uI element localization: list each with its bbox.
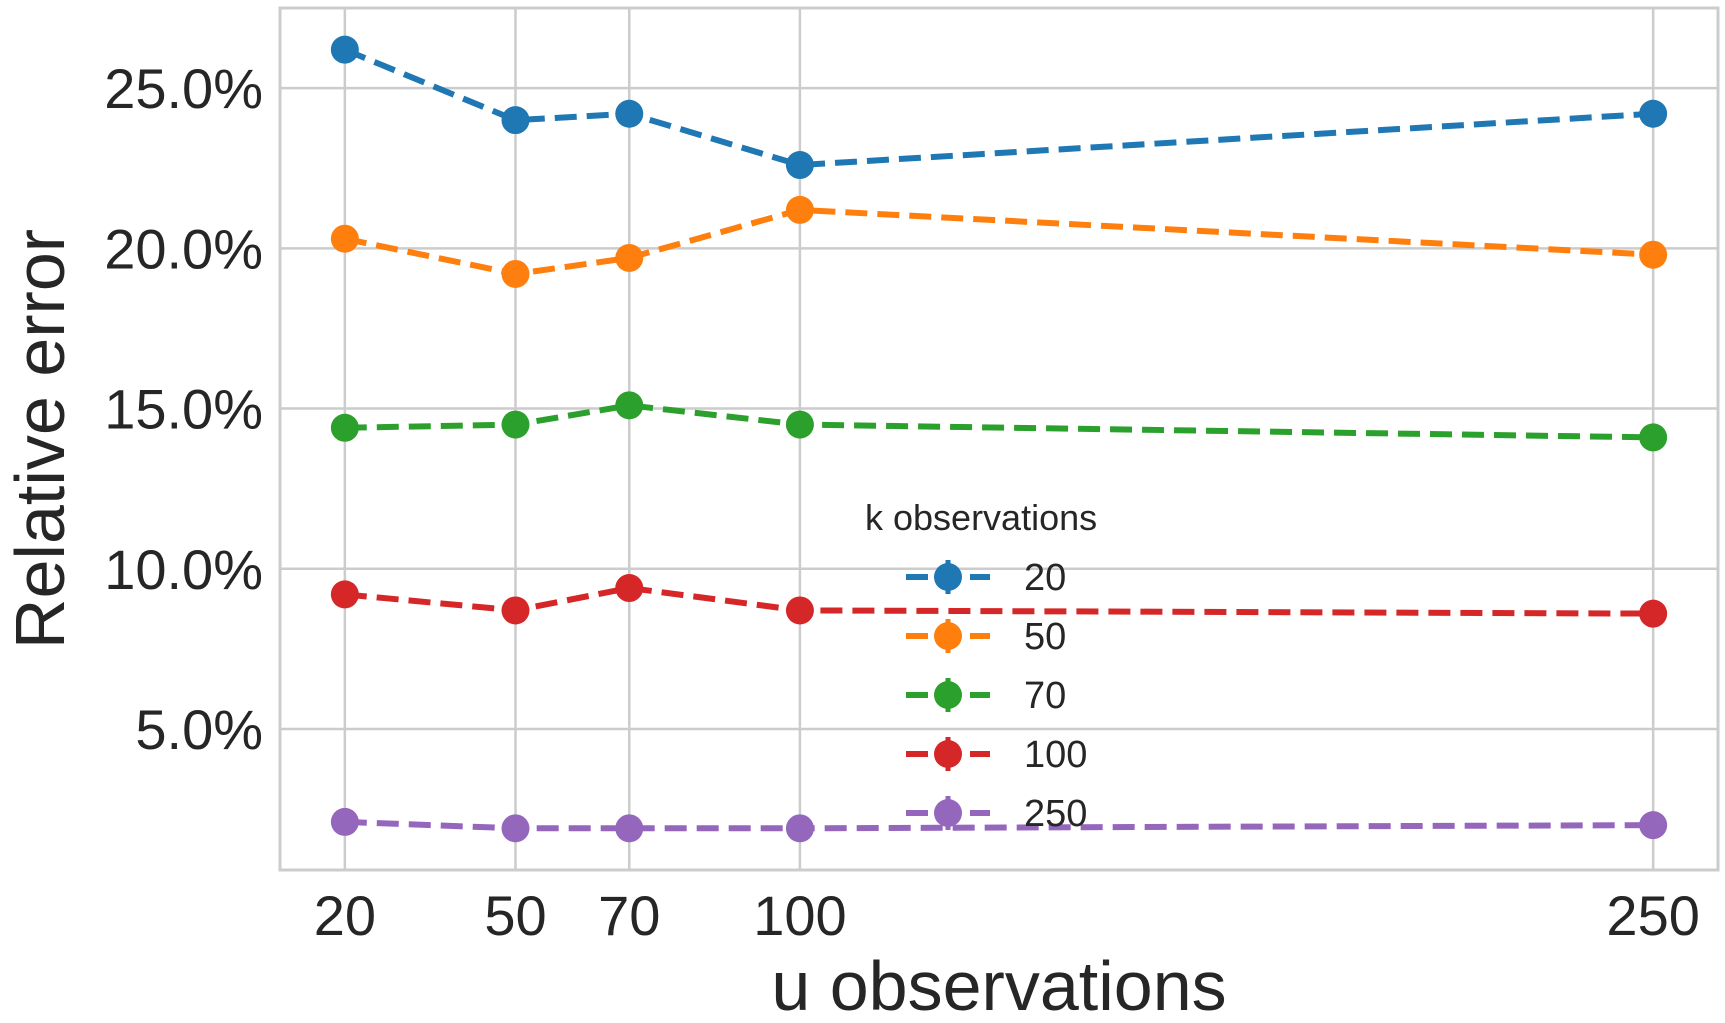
- data-point-100: [785, 596, 814, 625]
- legend-label: 100: [1024, 734, 1087, 776]
- y-tick-label: 10.0%: [104, 538, 263, 601]
- data-point-50: [785, 195, 814, 224]
- legend-marker: [934, 681, 962, 709]
- data-point-50: [501, 259, 530, 288]
- y-axis-label: Relative error: [1, 229, 79, 649]
- legend-title: k observations: [865, 497, 1097, 538]
- x-axis-label: u observations: [771, 947, 1226, 1023]
- series-70: [330, 391, 1668, 452]
- data-point-50: [330, 224, 359, 253]
- legend-item-50: 50: [906, 616, 1066, 658]
- legend-marker: [934, 622, 962, 650]
- y-tick-label: 5.0%: [135, 698, 263, 761]
- data-point-20: [785, 151, 814, 180]
- legend-label: 70: [1024, 675, 1066, 717]
- series-line-100: [344, 585, 1654, 617]
- series-100: [330, 574, 1668, 628]
- data-point-70: [615, 391, 644, 420]
- data-point-20: [330, 35, 359, 64]
- legend-marker: [934, 563, 962, 591]
- x-tick-labels: 20 50 70 100 250: [314, 884, 1700, 947]
- x-tick-label: 250: [1606, 884, 1699, 947]
- data-point-20: [615, 99, 644, 128]
- y-tick-labels: 5.0% 10.0% 15.0% 20.0% 25.0%: [104, 57, 263, 761]
- data-point-20: [501, 106, 530, 135]
- legend-marker: [934, 799, 962, 827]
- y-tick-label: 25.0%: [104, 57, 263, 120]
- series-20: [330, 35, 1668, 180]
- x-tick-label: 50: [484, 884, 546, 947]
- plot-frame: [278, 6, 1720, 872]
- series-50: [330, 195, 1668, 288]
- data-point-70: [1639, 423, 1668, 452]
- data-point-70: [330, 413, 359, 442]
- legend-item-70: 70: [906, 675, 1066, 717]
- legend: k observations 20 50 70 100 250: [865, 497, 1097, 835]
- series-group: [330, 35, 1668, 843]
- x-tick-label: 70: [598, 884, 660, 947]
- data-point-250: [330, 807, 359, 836]
- data-point-70: [501, 410, 530, 439]
- series-line-70: [344, 402, 1654, 441]
- data-point-20: [1639, 99, 1668, 128]
- grid: [280, 8, 1718, 870]
- data-point-250: [501, 814, 530, 843]
- data-point-250: [1639, 811, 1668, 840]
- data-point-250: [785, 814, 814, 843]
- legend-marker: [934, 740, 962, 768]
- legend-label: 20: [1024, 557, 1066, 599]
- y-tick-label: 15.0%: [104, 378, 263, 441]
- legend-label: 250: [1024, 793, 1087, 835]
- data-point-250: [615, 814, 644, 843]
- x-tick-label: 100: [753, 884, 846, 947]
- data-point-100: [330, 580, 359, 609]
- x-tick-label: 20: [314, 884, 376, 947]
- y-tick-label: 20.0%: [104, 217, 263, 280]
- legend-item-20: 20: [906, 557, 1066, 599]
- data-point-100: [1639, 599, 1668, 628]
- series-line-250: [344, 818, 1654, 832]
- legend-item-100: 100: [906, 734, 1087, 776]
- legend-item-250: 250: [906, 793, 1087, 835]
- data-point-100: [501, 596, 530, 625]
- legend-label: 50: [1024, 616, 1066, 658]
- series-250: [330, 807, 1668, 843]
- data-point-100: [615, 574, 644, 603]
- data-point-70: [785, 410, 814, 439]
- data-point-50: [615, 243, 644, 272]
- data-point-50: [1639, 240, 1668, 269]
